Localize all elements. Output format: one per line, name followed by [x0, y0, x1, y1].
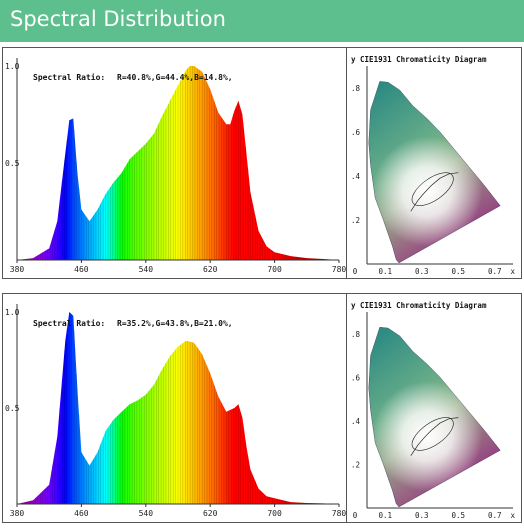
- cie-x-tick-label: 0: [353, 511, 358, 520]
- cie-x-tick-label: 0.1: [378, 267, 392, 276]
- x-tick-label: 540: [139, 265, 154, 274]
- planckian-locus: [410, 417, 459, 456]
- cie-y-tick-label: .8: [351, 84, 361, 93]
- cie-x-tick-label: 0.7: [488, 267, 502, 276]
- cie-x-tick-label: 0.7: [488, 511, 502, 520]
- cie-y-tick-label: .8: [351, 330, 361, 339]
- x-tick-label: 620: [203, 509, 218, 518]
- spectrum-chart-2: 380 460 540 620 700 780 1.0 0.5 Spectral Ratio: R…: [5, 304, 347, 518]
- x-tick-label: 380: [10, 509, 25, 518]
- x-tick-label: 460: [74, 265, 89, 274]
- x-tick-label: 780: [332, 509, 347, 518]
- y-tick-label: 0.5: [5, 159, 20, 168]
- spectrum-stripes: [32, 66, 307, 260]
- cie-y-tick-label: .2: [351, 460, 360, 469]
- spectrum-panel-1: 380 460 540 620 700 780 1.0 0.5 Spectral Ratio: R…: [2, 47, 348, 279]
- cie-x-axis-label: x: [510, 511, 515, 520]
- cie-panel-1: y CIE1931 Chromaticity Diagram 0 0.1 0.3 0.5…: [346, 47, 522, 279]
- spectrum-area: [17, 312, 339, 504]
- cie-chart-1: y CIE1931 Chromaticity Diagram 0 0.1 0.3 0.5…: [351, 55, 515, 276]
- cie-x-tick-label: 0.3: [415, 267, 429, 276]
- page-title: Spectral Distribution: [10, 7, 226, 31]
- y-tick-label: 0.5: [5, 404, 20, 413]
- x-tick-label: 460: [74, 509, 89, 518]
- white-region-outline: [411, 172, 454, 206]
- cie-title: y CIE1931 Chromaticity Diagram: [351, 55, 487, 64]
- spectral-ratio-label: Spectral Ratio:: [33, 318, 105, 328]
- cie-panel-2: y CIE1931 Chromaticity Diagram 0 0.1 0.3 0.5…: [346, 293, 522, 523]
- x-tick-label: 380: [10, 265, 25, 274]
- spectrum-area: [17, 66, 339, 260]
- cie-x-tick-label: 0.5: [451, 267, 465, 276]
- header-banner: Spectral Distribution: [0, 0, 524, 42]
- cie-y-tick-label: .6: [351, 128, 361, 137]
- cie-title: y CIE1931 Chromaticity Diagram: [351, 301, 487, 310]
- cie-y-tick-label: .4: [351, 172, 361, 181]
- x-tick-label: 780: [332, 265, 347, 274]
- cie-y-tick-label: .4: [351, 417, 361, 426]
- planckian-locus: [410, 172, 459, 212]
- cie-y-tick-label: .6: [351, 373, 361, 382]
- cie-x-tick-label: 0.5: [451, 511, 465, 520]
- spectral-ratio-values: R=35.2%,G=43.8%,B=21.0%,: [117, 319, 233, 328]
- spectrum-chart-1: 380 460 540 620 700 780 1.0 0.5 Spectral Ratio: R…: [5, 58, 347, 274]
- x-tick-label: 620: [203, 265, 218, 274]
- x-tick-label: 700: [267, 265, 282, 274]
- cie-x-tick-label: 0.1: [378, 511, 392, 520]
- cie-chart-2: y CIE1931 Chromaticity Diagram 0 0.1 0.3 0.5…: [351, 301, 515, 520]
- y-tick-label: 1.0: [5, 308, 20, 317]
- y-tick-label: 1.0: [5, 62, 20, 71]
- spectrum-stripes: [25, 312, 290, 504]
- x-tick-label: 540: [139, 509, 154, 518]
- cie-x-tick-label: 0.3: [415, 511, 429, 520]
- spectrum-panel-2: 380 460 540 620 700 780 1.0 0.5 Spectral Ratio: R…: [2, 293, 348, 523]
- cie-x-tick-label: 0: [353, 267, 358, 276]
- spectral-ratio-values: R=40.8%,G=44.4%,B=14.8%,: [117, 73, 233, 82]
- cie-x-axis-label: x: [510, 267, 515, 276]
- cie-y-tick-label: .2: [351, 216, 360, 225]
- spectral-ratio-label: Spectral Ratio:: [33, 72, 105, 82]
- x-tick-label: 700: [267, 509, 282, 518]
- white-region-outline: [411, 417, 454, 451]
